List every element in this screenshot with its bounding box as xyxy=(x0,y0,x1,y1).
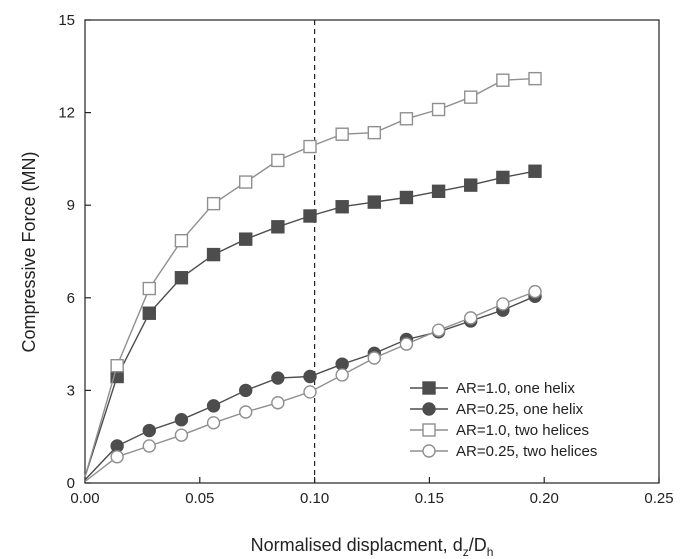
data-point xyxy=(335,368,349,382)
data-point xyxy=(528,284,542,299)
data-point xyxy=(142,439,156,453)
data-point xyxy=(239,232,253,246)
data-point xyxy=(271,220,285,234)
data-point xyxy=(335,200,349,214)
y-tick-label: 6 xyxy=(67,290,75,307)
y-axis-title: Compressive Force (MN) xyxy=(19,151,39,352)
ticks-layer: 0.00 0.05 0.10 0.15 0.20 0.25 0 3 6 9 12 15 xyxy=(58,12,673,507)
data-point xyxy=(431,184,446,199)
y-tick-label: 15 xyxy=(58,12,75,29)
data-point xyxy=(239,405,253,419)
data-point xyxy=(303,139,317,154)
data-point xyxy=(303,209,317,223)
data-point xyxy=(431,323,446,337)
data-point xyxy=(206,416,221,430)
y-tick-label: 0 xyxy=(67,475,75,492)
legend-marker xyxy=(422,381,436,395)
data-point xyxy=(142,423,156,438)
data-point xyxy=(142,306,156,320)
plot-frame xyxy=(84,19,660,484)
data-point xyxy=(303,369,317,384)
legend: AR=1.0, one helix AR=0.25, one helix AR=1.… xyxy=(410,380,597,460)
x-tick-label: 0.05 xyxy=(185,490,214,507)
y-tick-label: 12 xyxy=(58,105,75,122)
data-point xyxy=(464,178,478,192)
series-4 xyxy=(84,284,542,483)
data-point xyxy=(206,247,221,262)
data-point xyxy=(110,450,124,464)
data-point xyxy=(206,196,221,211)
data-point xyxy=(303,385,317,399)
x-tick-label: 0.15 xyxy=(415,490,444,507)
data-point xyxy=(206,399,221,413)
data-point xyxy=(239,383,253,398)
series-layer xyxy=(84,20,542,483)
data-point xyxy=(174,428,189,442)
data-point xyxy=(496,73,510,87)
series-1 xyxy=(84,164,542,478)
legend-label: AR=1.0, two helices xyxy=(456,422,589,439)
x-tick-label: 0.00 xyxy=(70,490,99,507)
data-point xyxy=(271,153,285,168)
data-point xyxy=(174,233,189,248)
data-point xyxy=(431,102,446,117)
data-point xyxy=(367,195,381,209)
x-tick-label: 0.10 xyxy=(300,490,329,507)
legend-marker xyxy=(422,444,436,458)
data-point xyxy=(142,281,156,296)
legend-label: AR=0.25, one helix xyxy=(456,401,584,418)
x-tick-label: 0.20 xyxy=(530,490,559,507)
legend-marker xyxy=(422,423,436,437)
data-point xyxy=(464,90,478,104)
data-point xyxy=(271,371,285,385)
y-tick-label: 9 xyxy=(67,197,75,214)
legend-label: AR=0.25, two helices xyxy=(456,443,597,460)
data-point xyxy=(528,164,542,178)
data-point xyxy=(496,170,510,185)
data-point xyxy=(239,175,253,189)
data-point xyxy=(464,311,478,325)
y-tick-label: 3 xyxy=(67,382,75,399)
data-point xyxy=(335,127,349,141)
data-point xyxy=(399,190,414,205)
data-point xyxy=(174,271,189,285)
legend-marker xyxy=(422,402,436,416)
data-point xyxy=(271,396,285,410)
series-3 xyxy=(84,71,542,477)
x-tick-label: 0.25 xyxy=(644,490,673,507)
data-point xyxy=(110,359,124,373)
data-point xyxy=(367,351,381,365)
data-point xyxy=(399,112,414,126)
legend-label: AR=1.0, one helix xyxy=(456,380,575,397)
data-point xyxy=(367,125,381,140)
data-point xyxy=(399,337,414,351)
x-axis-title: Normalised displacment, dz/Dh xyxy=(251,535,494,559)
data-point xyxy=(528,71,542,86)
data-point xyxy=(174,413,189,427)
data-point xyxy=(496,297,510,311)
